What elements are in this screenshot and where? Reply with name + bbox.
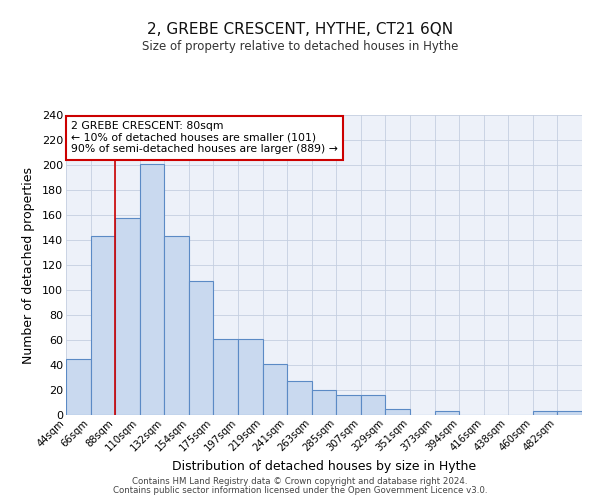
Bar [361, 395, 385, 415]
Bar [164, 236, 189, 415]
Bar [557, 411, 582, 415]
Bar [140, 164, 164, 415]
Bar [312, 390, 336, 415]
Bar [336, 395, 361, 415]
Bar [287, 381, 312, 415]
Bar [263, 364, 287, 415]
Text: 2 GREBE CRESCENT: 80sqm
← 10% of detached houses are smaller (101)
90% of semi-d: 2 GREBE CRESCENT: 80sqm ← 10% of detache… [71, 121, 338, 154]
Text: Contains HM Land Registry data © Crown copyright and database right 2024.: Contains HM Land Registry data © Crown c… [132, 478, 468, 486]
X-axis label: Distribution of detached houses by size in Hythe: Distribution of detached houses by size … [172, 460, 476, 473]
Text: Size of property relative to detached houses in Hythe: Size of property relative to detached ho… [142, 40, 458, 53]
Bar [189, 281, 214, 415]
Bar [238, 339, 263, 415]
Bar [66, 359, 91, 415]
Text: Contains public sector information licensed under the Open Government Licence v3: Contains public sector information licen… [113, 486, 487, 495]
Y-axis label: Number of detached properties: Number of detached properties [22, 166, 35, 364]
Bar [214, 339, 238, 415]
Bar [533, 411, 557, 415]
Bar [115, 218, 140, 415]
Bar [385, 409, 410, 415]
Text: 2, GREBE CRESCENT, HYTHE, CT21 6QN: 2, GREBE CRESCENT, HYTHE, CT21 6QN [147, 22, 453, 38]
Bar [434, 411, 459, 415]
Bar [91, 236, 115, 415]
